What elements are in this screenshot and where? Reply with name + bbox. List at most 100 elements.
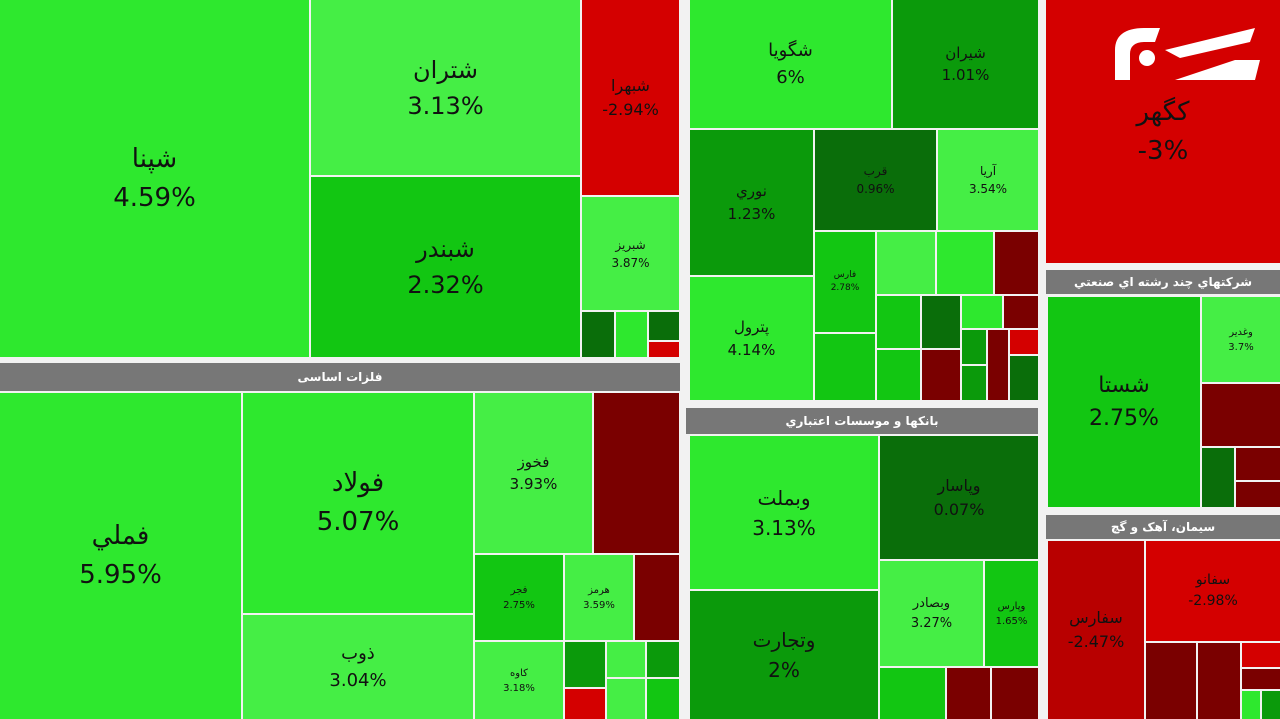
tile-text: 0.07%: [933, 499, 985, 519]
tile-text: فولاد: [331, 468, 385, 498]
tile-text: كگهر: [1136, 96, 1190, 127]
stock-tile: فولاد 5.07%: [243, 393, 473, 613]
stock-tile: فارس 2.78%: [815, 232, 875, 332]
tile-text: 5.95%: [79, 560, 162, 590]
stock-tile: وغدير 3.7%: [1202, 297, 1280, 382]
small-tile: [1146, 643, 1196, 719]
logo-stroke: [1165, 28, 1255, 58]
small-tile: [565, 642, 605, 687]
stock-tile: کاوه 3.18%: [475, 642, 563, 719]
stock-tile: پترول 4.14%: [690, 277, 813, 400]
small-tile: [922, 350, 960, 400]
stock-tile: ذوب 3.04%: [243, 615, 473, 719]
stock-tile: سفارس -2.47%: [1048, 541, 1144, 719]
tile-text: 2.75%: [503, 599, 535, 611]
small-tile: [1242, 643, 1280, 667]
tile-text: وغدير: [1229, 326, 1253, 338]
stock-tile: وتجارت 2%: [690, 591, 878, 719]
small-tile: [647, 642, 679, 677]
stock-tile: شبهرا -2.94%: [582, 0, 679, 195]
small-tile: [962, 366, 986, 400]
stock-tile: سفانو -2.98%: [1146, 541, 1280, 641]
tile-text: 3.54%: [968, 182, 1008, 196]
small-tile: [1198, 643, 1240, 719]
small-tile: [616, 312, 647, 357]
tile-text: 2.32%: [407, 271, 484, 299]
tile-text: شبهرا: [611, 75, 650, 95]
stock-tile: فخوز 3.93%: [475, 393, 592, 553]
tile-text: 6%: [776, 67, 805, 88]
tile-text: 2.78%: [830, 283, 860, 293]
tile-text: فملي: [91, 521, 150, 551]
tile-text: وتجارت: [752, 628, 816, 652]
section-header: سیمان، آهک و گچ: [1046, 515, 1280, 539]
tile-text: شتران: [413, 55, 478, 84]
stock-tile: فجر 2.75%: [475, 555, 563, 640]
tile-text: 3.13%: [752, 515, 816, 540]
tile-text: آریا: [979, 164, 997, 178]
stock-tile: قرب 0.96%: [815, 130, 936, 230]
tile-text: 5.07%: [316, 507, 400, 537]
small-tile: [649, 342, 664, 357]
small-tile: [1262, 691, 1280, 719]
stock-tile: وبصادر 3.27%: [880, 561, 983, 666]
tile-text: وپارس: [997, 600, 1026, 612]
logo-dot: [1139, 50, 1155, 66]
small-tile: [635, 555, 679, 640]
tile-text: -2.98%: [1188, 593, 1238, 609]
tile-text: 3.27%: [910, 615, 953, 631]
small-tile: [937, 232, 993, 294]
tile-text: شیران: [945, 43, 986, 62]
small-tile: [565, 689, 605, 719]
small-tile: [988, 356, 1008, 400]
tile-text: فارس: [833, 269, 857, 280]
stock-tile: آریا 3.54%: [938, 130, 1038, 230]
tile-text: -3%: [1137, 135, 1189, 166]
tile-text: 0.96%: [856, 182, 895, 196]
tile-text: 2%: [768, 658, 800, 682]
small-tile: [594, 393, 679, 553]
tile-text: فخوز: [517, 452, 550, 471]
small-tile: [647, 679, 679, 719]
small-tile: [877, 350, 920, 400]
small-tile: [1236, 448, 1280, 480]
tile-text: وبصادر: [912, 596, 951, 611]
small-tile: [649, 312, 679, 340]
tile-text: قرب: [863, 164, 888, 178]
tile-text: شبندر: [416, 235, 475, 263]
stock-tile: شتران 3.13%: [311, 0, 580, 175]
tile-text: شستا: [1098, 373, 1150, 398]
tile-text: نوري: [736, 182, 767, 200]
small-tile: [992, 668, 1038, 719]
watermark-logo: [1115, 28, 1260, 80]
stock-tile: شپنا 4.59%: [0, 0, 309, 357]
stock-tile: شیران 1.01%: [893, 0, 1038, 128]
stock-tile: شگویا 6%: [690, 0, 891, 128]
tile-text: 3.59%: [583, 599, 615, 611]
stock-tile: شستا 2.75%: [1048, 297, 1200, 507]
stock-tile: هرمز 3.59%: [565, 555, 633, 640]
small-tile: [988, 330, 1008, 364]
small-tile: [607, 642, 645, 677]
small-tile: [1202, 448, 1234, 507]
small-tile: [877, 296, 920, 348]
stock-tile: وبملت 3.13%: [690, 436, 878, 589]
small-tile: [1242, 669, 1280, 689]
stock-tile: وپارس 1.65%: [985, 561, 1038, 666]
small-tile: [1202, 384, 1280, 446]
tile-text: شگویا: [768, 40, 813, 61]
tile-text: 3.18%: [503, 682, 535, 694]
tile-text: هرمز: [588, 584, 610, 596]
tile-text: کاوه: [510, 667, 528, 679]
small-tile: [582, 312, 614, 357]
small-tile: [664, 342, 679, 357]
tile-text: 3.13%: [407, 91, 484, 120]
tile-text: فجر: [510, 584, 528, 596]
small-tile: [962, 296, 1002, 328]
stock-tile: شبریز 3.87%: [582, 197, 679, 310]
tile-text: 1.65%: [995, 615, 1028, 627]
small-tile: [880, 668, 945, 719]
tile-text: سفانو: [1195, 572, 1231, 588]
tile-text: شپنا: [131, 143, 178, 174]
